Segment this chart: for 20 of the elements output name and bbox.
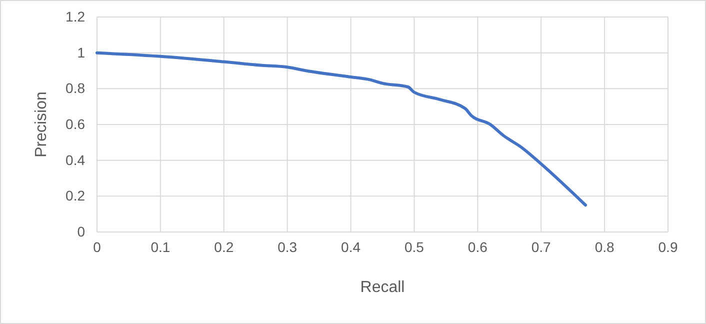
y-tick-label: 0.8 <box>66 80 86 96</box>
x-axis-title: Recall <box>360 279 405 296</box>
x-tick-label: 0.1 <box>150 238 170 255</box>
x-tick-label: 0.5 <box>404 238 424 255</box>
y-tick-label: 1 <box>77 44 86 60</box>
y-tick-label: 0.6 <box>66 116 86 132</box>
x-tick-label: 0.3 <box>278 238 298 255</box>
y-axis-title: Precision <box>33 92 50 158</box>
x-tick-label: 0.6 <box>468 238 488 255</box>
x-tick-label: 0.8 <box>594 238 614 255</box>
y-tick-label: 0.4 <box>66 152 86 168</box>
x-tick-label: 0.4 <box>341 238 361 255</box>
x-tick-label: 0 <box>93 238 102 255</box>
x-tick-label: 0.2 <box>214 238 234 255</box>
y-tick-label: 0 <box>77 223 86 240</box>
x-tick-label: 0.9 <box>658 238 678 255</box>
x-tick-label: 0.7 <box>531 238 552 255</box>
y-tick-label: 0.2 <box>66 188 86 204</box>
line-series <box>96 51 588 207</box>
y-tick-label: 1.2 <box>66 8 86 24</box>
